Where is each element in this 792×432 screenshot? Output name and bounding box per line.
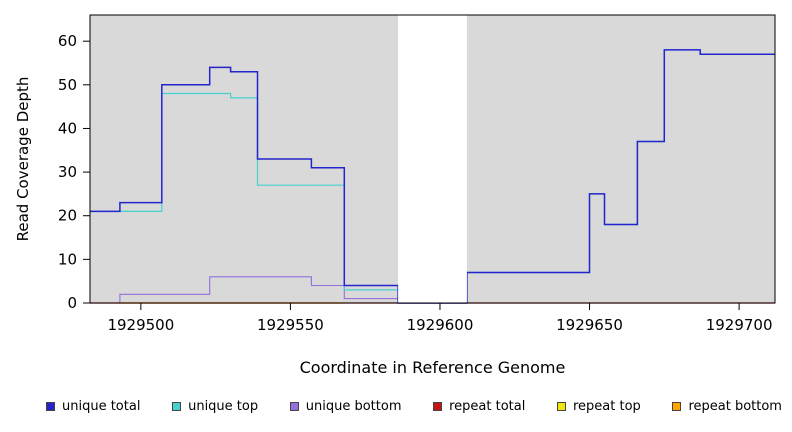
- legend-label: repeat top: [573, 399, 641, 414]
- legend-label: repeat bottom: [688, 399, 782, 414]
- legend-swatch: [672, 402, 682, 411]
- y-tick-label: 10: [58, 250, 77, 268]
- legend-swatch: [433, 402, 443, 411]
- legend-item-unique-bottom: unique bottom: [289, 399, 402, 414]
- x-tick-label: 1929600: [407, 316, 474, 334]
- legend-label: unique top: [188, 399, 259, 414]
- y-tick-label: 30: [58, 163, 77, 181]
- x-tick-label: 1929700: [706, 316, 773, 334]
- x-tick-label: 1929500: [107, 316, 174, 334]
- coverage-chart: 1929500 1929550 1929600 1929650 1929700 0 10 20…: [14, 14, 776, 334]
- legend-item-repeat-top: repeat top: [557, 399, 641, 414]
- y-tick-label: 40: [58, 119, 77, 137]
- legend-label: unique bottom: [305, 399, 402, 414]
- legend-item-unique-total: unique total: [46, 399, 140, 414]
- legend-swatch: [46, 402, 55, 411]
- y-tick-label: 50: [58, 76, 77, 94]
- legend-swatch: [172, 402, 182, 411]
- plot-box: [89, 14, 776, 304]
- masked-region: [398, 15, 467, 303]
- x-axis-title: Coordinate in Reference Genome: [299, 358, 566, 377]
- x-tick-label: 1929550: [257, 316, 324, 334]
- legend-label: repeat total: [449, 399, 526, 414]
- y-tick-label: 20: [58, 207, 77, 225]
- legend-item-repeat-bottom: repeat bottom: [672, 399, 782, 414]
- legend-item-unique-top: unique top: [172, 399, 258, 414]
- legend-swatch: [557, 402, 566, 411]
- legend-item-repeat-total: repeat total: [433, 399, 525, 414]
- legend-label: unique total: [62, 399, 141, 414]
- y-axis-title: Read Coverage Depth: [14, 77, 32, 242]
- series-unique-total: [90, 49, 775, 304]
- chart-legend: unique total unique top unique bottom repea…: [46, 399, 782, 414]
- legend-swatch: [289, 402, 299, 411]
- y-tick-label: 0: [67, 294, 77, 312]
- y-tick-label: 60: [58, 32, 77, 50]
- x-tick-label: 1929650: [556, 316, 623, 334]
